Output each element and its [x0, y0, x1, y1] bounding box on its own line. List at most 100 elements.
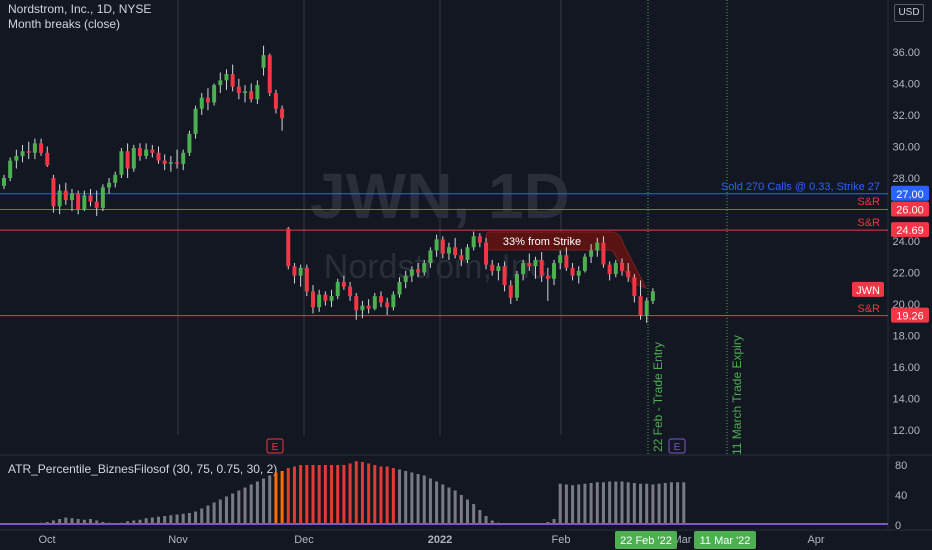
atr-bar	[472, 504, 476, 525]
atr-bar	[51, 520, 55, 525]
atr-bar	[212, 502, 216, 525]
candle-body	[76, 193, 81, 210]
earnings-badge-label: E	[674, 442, 681, 453]
atr-bar	[552, 519, 556, 525]
atr-bar	[336, 465, 340, 525]
candle-body	[558, 255, 563, 264]
candle-body	[403, 275, 408, 282]
candle-body	[255, 85, 260, 100]
atr-bar	[342, 465, 346, 525]
candle-body	[156, 152, 161, 161]
atr-bar	[187, 513, 191, 525]
candle-body	[366, 305, 371, 309]
jwn-tag-label: JWN	[856, 285, 880, 297]
candle-body	[298, 267, 303, 276]
atr-bar	[466, 499, 469, 525]
candle-body	[385, 302, 390, 308]
atr-bar	[262, 478, 266, 525]
price-label-text: 24.69	[896, 225, 924, 237]
candle-body	[391, 294, 396, 308]
strike-callout	[485, 231, 648, 289]
atr-bar	[360, 462, 364, 525]
atr-bar	[373, 465, 377, 525]
atr-bar	[268, 475, 272, 525]
atr-bar	[453, 490, 457, 525]
date-highlight-label: 22 Feb '22	[620, 535, 672, 547]
candle-body	[459, 255, 464, 260]
atr-bar	[280, 471, 284, 525]
atr-bar	[639, 483, 643, 525]
x-tick-label: 2022	[428, 534, 452, 546]
candle-body	[8, 160, 13, 178]
candle-body	[502, 266, 507, 286]
atr-bar	[311, 465, 315, 525]
atr-bar	[428, 478, 432, 525]
candle-body	[341, 281, 346, 287]
candle-body	[261, 55, 266, 68]
candle-body	[527, 263, 532, 267]
candle-body	[39, 143, 44, 153]
candle-body	[613, 263, 618, 275]
candle-body	[378, 296, 383, 303]
candle-body	[212, 85, 217, 103]
currency-button[interactable]: USD	[894, 4, 924, 22]
candle-body	[168, 162, 173, 164]
atr-bar	[317, 465, 321, 525]
candle-body	[311, 291, 315, 308]
candle-body	[644, 300, 649, 316]
candle-body	[14, 155, 19, 161]
candle-body	[230, 74, 235, 87]
price-label	[891, 307, 929, 323]
x-tick-label: Mar	[673, 534, 692, 546]
candle-body	[570, 267, 575, 276]
atr-bar	[441, 484, 445, 525]
atr-bar	[490, 520, 494, 525]
candle-body	[595, 242, 600, 251]
atr-bar	[558, 483, 562, 525]
candle-body	[496, 266, 501, 271]
atr-bar	[484, 516, 488, 525]
candle-body	[150, 149, 155, 153]
earnings-badge	[668, 438, 686, 454]
atr-bar	[237, 490, 241, 525]
atr-bar	[330, 465, 334, 525]
candle-body	[601, 242, 606, 265]
price-label	[891, 185, 929, 201]
candle-body	[304, 267, 309, 292]
candle-body	[323, 294, 328, 301]
candle-body	[267, 55, 272, 93]
candle-body	[582, 256, 587, 271]
atr-bar	[682, 482, 686, 525]
earnings-badge-label: E	[272, 442, 279, 453]
candle-body	[514, 274, 519, 298]
atr-bar	[632, 483, 636, 525]
candle-body	[69, 193, 74, 201]
y-tick-label: 28.00	[892, 173, 920, 185]
candle-body	[576, 270, 581, 276]
atr-bar	[669, 482, 673, 525]
candle-body	[422, 263, 427, 273]
y-tick-label: 22.00	[892, 268, 920, 280]
candle-body	[20, 151, 25, 156]
atr-bar	[620, 481, 624, 525]
atr-bar	[608, 481, 612, 525]
candle-body	[465, 247, 470, 260]
candle-body	[589, 250, 594, 257]
y-tick-label: 14.00	[892, 394, 920, 406]
candle-body	[354, 296, 359, 311]
price-label-text: 26.00	[896, 205, 924, 217]
candle-body	[416, 269, 421, 273]
candle-body	[249, 91, 254, 100]
sr-label: S&R	[857, 196, 880, 208]
atr-bar	[163, 516, 167, 525]
candle-body	[490, 264, 495, 271]
candle-body	[508, 285, 513, 298]
y-tick-label: 12.00	[892, 425, 920, 437]
candle-body	[119, 151, 124, 175]
earnings-badge	[266, 438, 284, 454]
candle-body	[335, 281, 340, 297]
indicator-label: Month breaks (close)	[8, 17, 121, 31]
candle-body	[650, 291, 655, 301]
strike-callout-label: 33% from Strike	[503, 236, 581, 248]
atr-bar	[89, 519, 93, 525]
